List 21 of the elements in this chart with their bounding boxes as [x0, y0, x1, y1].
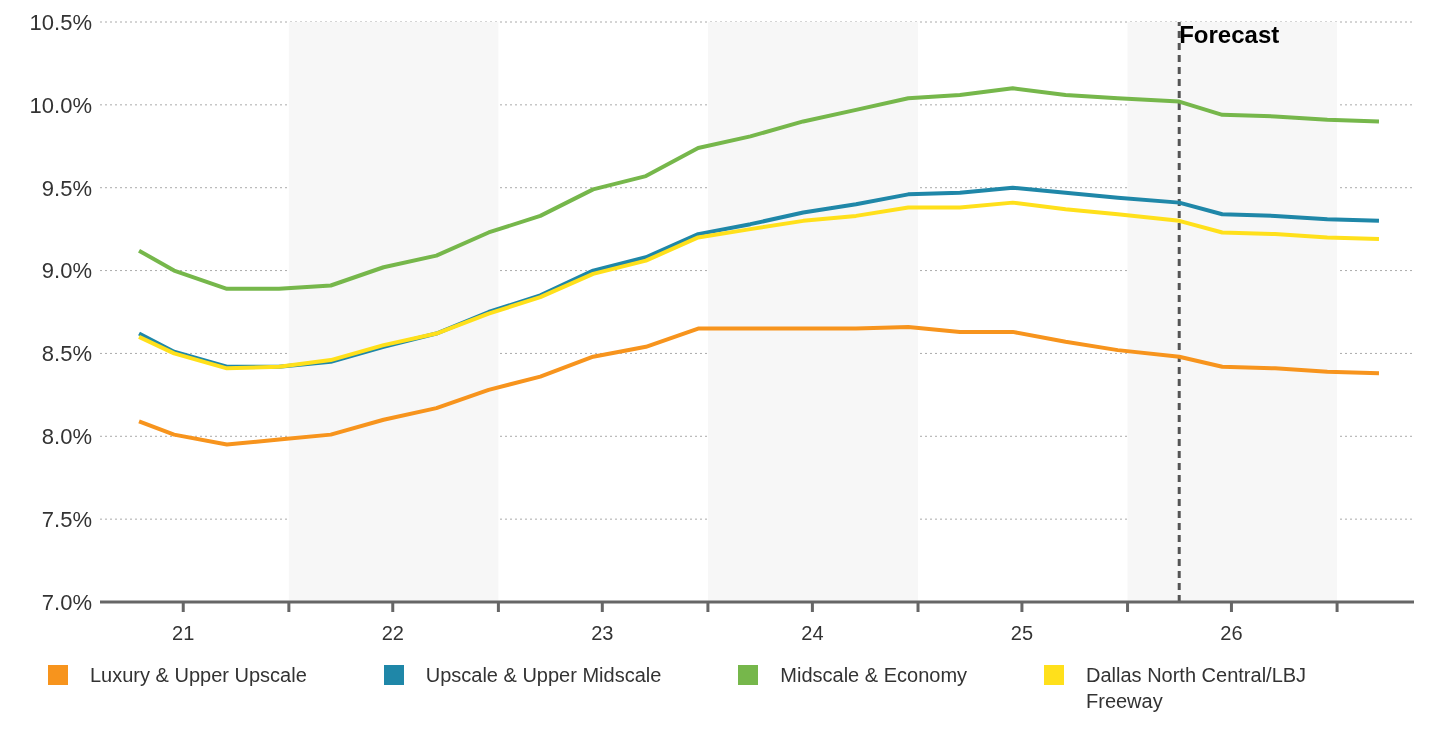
legend-label: Dallas North Central/LBJ Freeway — [1086, 663, 1308, 714]
line-series — [137, 86, 1381, 291]
y-tick-label: 7.5% — [41, 506, 92, 532]
line-series — [137, 324, 1381, 447]
x-tick-label: 24 — [801, 622, 824, 644]
x-tick-label: 25 — [1010, 622, 1034, 644]
x-tick-label: 26 — [1220, 622, 1243, 644]
y-tick-label: 9.5% — [41, 175, 92, 201]
ref-line-label: Forecast — [1179, 21, 1280, 49]
x-tick-label: 22 — [381, 622, 404, 644]
y-tick-label: 10.5% — [29, 9, 92, 35]
x-tick-label: 23 — [591, 622, 614, 644]
x-tick-label: 21 — [172, 622, 195, 644]
legend-label: Luxury & Upper Upscale — [90, 663, 307, 688]
y-tick-label: 9.0% — [41, 258, 92, 284]
y-tick-label: 8.5% — [41, 341, 92, 367]
y-tick-label: 10.0% — [29, 92, 92, 118]
legend-label: Upscale & Upper Midscale — [425, 663, 662, 688]
legend-label: Midscale & Economy — [780, 663, 968, 688]
y-tick-label: 8.0% — [41, 424, 92, 450]
y-tick-label: 7.0% — [41, 589, 92, 615]
